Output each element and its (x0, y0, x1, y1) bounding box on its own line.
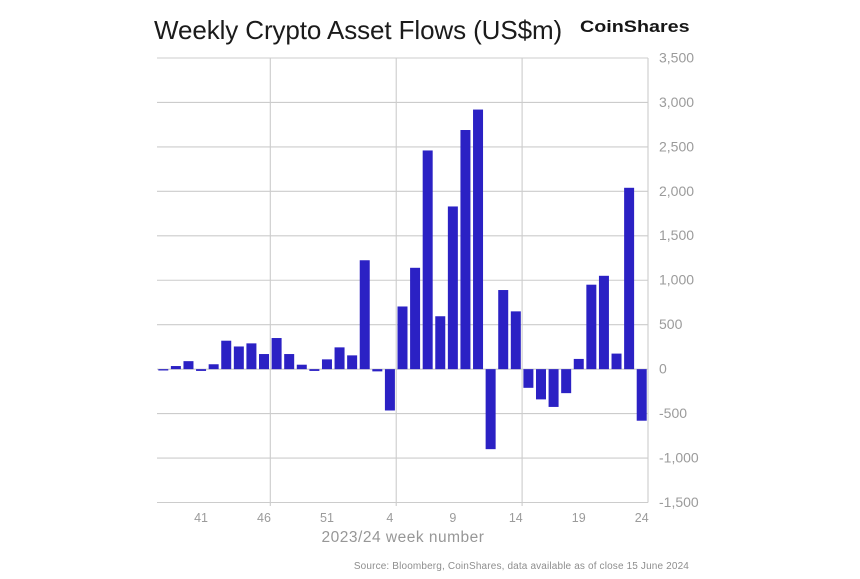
svg-text:2,000: 2,000 (659, 183, 694, 199)
svg-text:3,500: 3,500 (659, 49, 694, 65)
svg-text:500: 500 (659, 316, 683, 332)
svg-text:0: 0 (659, 361, 667, 377)
svg-text:14: 14 (509, 511, 523, 525)
svg-text:3,000: 3,000 (659, 94, 694, 110)
svg-text:2,500: 2,500 (659, 138, 694, 154)
svg-text:1,000: 1,000 (659, 272, 694, 288)
svg-text:24: 24 (635, 511, 649, 525)
svg-text:-1,500: -1,500 (659, 494, 699, 510)
svg-text:41: 41 (194, 511, 208, 525)
svg-text:9: 9 (449, 511, 456, 525)
svg-text:51: 51 (320, 511, 334, 525)
svg-text:4: 4 (386, 511, 393, 525)
svg-text:1,500: 1,500 (659, 227, 694, 243)
svg-text:-1,000: -1,000 (659, 449, 699, 465)
svg-text:46: 46 (257, 511, 271, 525)
svg-text:19: 19 (572, 511, 586, 525)
svg-text:-500: -500 (659, 405, 687, 421)
